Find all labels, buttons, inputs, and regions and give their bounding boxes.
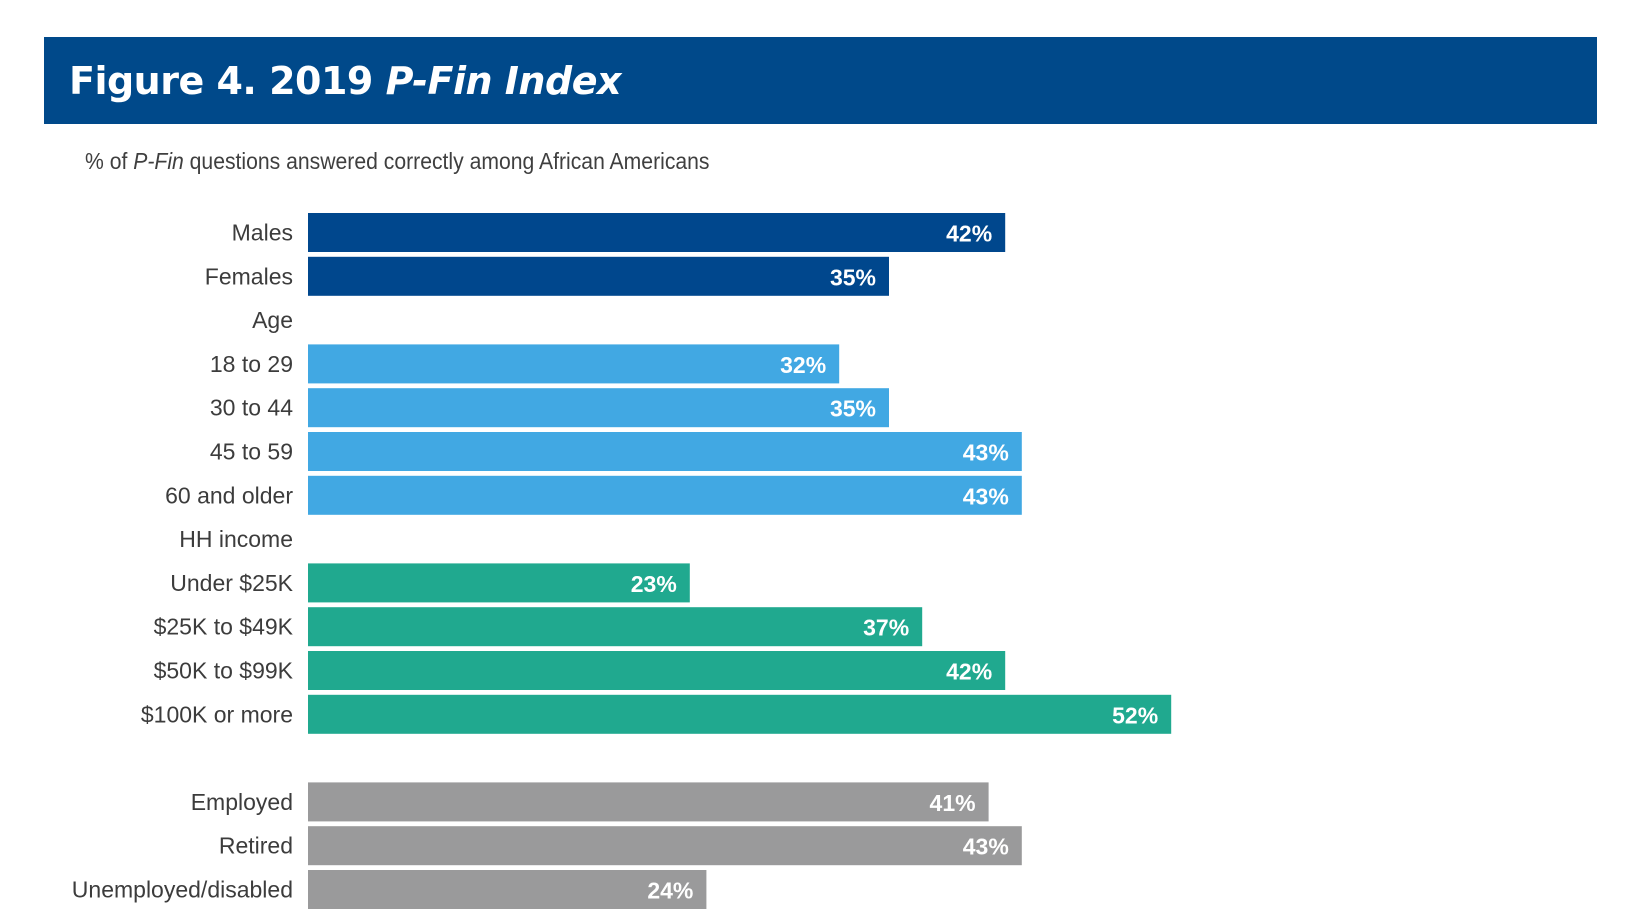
category-label-100k-or-more: $100K or more	[141, 701, 293, 727]
bar-100k-or-more	[308, 694, 1172, 734]
value-label-females: 35%	[830, 264, 876, 290]
figure-title: Figure 4. 2019 P-Fin Index	[69, 59, 621, 103]
figure-title-index-name: P-Fin Index	[385, 58, 622, 103]
bar-60-and-older	[308, 475, 1022, 515]
chart-subtitle: % of P-Fin questions answered correctly …	[85, 148, 710, 175]
value-label-males: 42%	[946, 221, 992, 247]
value-label-50k-to-99k: 42%	[946, 659, 992, 685]
category-label-females: Females	[205, 263, 293, 289]
category-label-males: Males	[232, 220, 293, 246]
value-label-100k-or-more: 52%	[1112, 702, 1158, 728]
figure-title-bar: Figure 4. 2019 P-Fin Index	[44, 37, 1597, 124]
value-label-employed: 41%	[930, 790, 976, 816]
category-label-50k-to-99k: $50K to $99K	[154, 658, 294, 684]
bar-unemployed-disabled	[308, 870, 707, 909]
value-label-45-to-59: 43%	[963, 440, 1009, 466]
category-label-18-to-29: 18 to 29	[210, 351, 293, 377]
category-label-30-to-44: 30 to 44	[210, 395, 293, 421]
bar-30-to-44	[308, 388, 889, 428]
value-label-unemployed-disabled: 24%	[647, 878, 693, 904]
value-label-30-to-44: 35%	[830, 396, 876, 422]
category-label-45-to-59: 45 to 59	[210, 439, 293, 465]
figure-title-prefix: Figure 4. 2019	[69, 58, 386, 103]
bar-employed	[308, 782, 989, 822]
bar-50k-to-99k	[308, 651, 1006, 690]
category-label-25k-to-49k: $25K to $49K	[154, 614, 294, 640]
category-label-unemployed-disabled: Unemployed/disabled	[72, 877, 293, 903]
group-header-age: Age	[252, 307, 293, 333]
bar-18-to-29	[308, 344, 840, 384]
group-header-hh-income: HH income	[179, 526, 293, 552]
bar-25k-to-49k	[308, 607, 923, 647]
value-label-60-and-older: 43%	[963, 483, 1009, 509]
value-label-under-25k: 23%	[631, 571, 677, 597]
value-label-25k-to-49k: 37%	[863, 615, 909, 641]
value-label-18-to-29: 32%	[780, 352, 826, 378]
category-label-under-25k: Under $25K	[170, 570, 293, 596]
category-label-retired: Retired	[219, 833, 293, 859]
bar-45-to-59	[308, 432, 1022, 471]
bar-under-25k	[308, 563, 690, 603]
subtitle-suffix: questions answered correctly among Afric…	[183, 148, 710, 174]
bar-retired	[308, 826, 1022, 866]
subtitle-index-name: P-Fin	[133, 148, 184, 174]
bar-males	[308, 213, 1006, 252]
category-label-employed: Employed	[191, 789, 293, 815]
value-label-retired: 43%	[963, 834, 1009, 860]
category-label-60-and-older: 60 and older	[165, 482, 293, 508]
bar-females	[308, 256, 889, 296]
subtitle-prefix: % of	[85, 148, 134, 174]
